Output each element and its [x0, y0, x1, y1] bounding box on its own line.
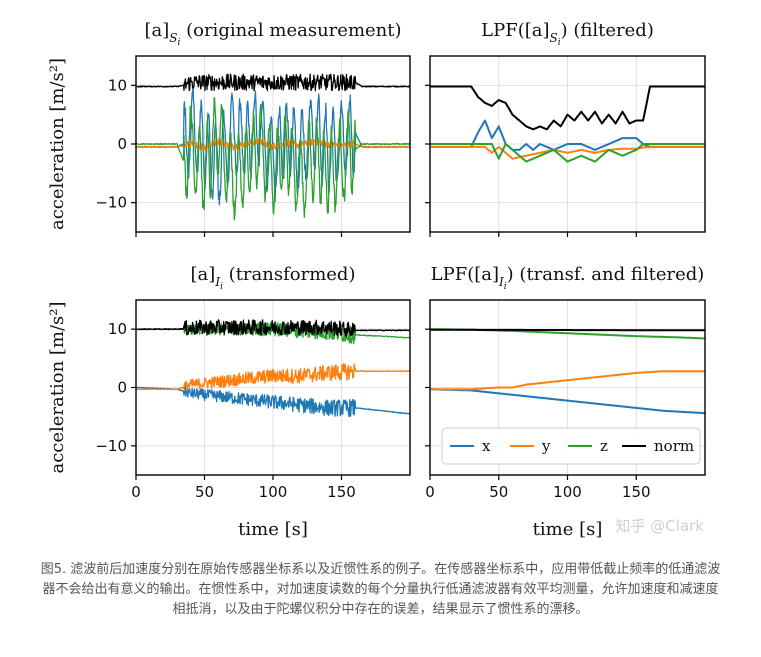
title-subscript: S [550, 31, 558, 45]
x-axis-label: time [s] [533, 519, 603, 540]
series-line-norm [136, 73, 410, 92]
x-axis-label: time [s] [238, 519, 308, 540]
title-main: LPF([a] [481, 20, 549, 41]
series-line-z [430, 143, 705, 163]
title-main: [a] [191, 264, 216, 285]
series-line-z [136, 97, 410, 221]
series-line-y [430, 145, 705, 160]
x-tick-label: 50 [489, 483, 508, 501]
series-line-y [136, 137, 410, 151]
y-axis-label: acceleration [m/s²] [47, 301, 68, 473]
x-tick-label: 0 [425, 483, 435, 501]
series-line-norm [136, 319, 410, 338]
title-rest: ) (filtered) [561, 20, 654, 41]
y-tick-label: 10 [108, 76, 127, 94]
y-tick-label: −10 [95, 194, 127, 212]
title-subsubscript: i [220, 282, 223, 292]
title-rest: (original measurement) [180, 20, 401, 41]
y-tick-label: −10 [95, 437, 127, 455]
x-tick-label: 100 [553, 483, 582, 501]
y-tick-label: 0 [117, 135, 127, 153]
title-subsubscript: i [504, 282, 507, 292]
series-line-x [430, 388, 705, 415]
series-line-norm [430, 328, 705, 332]
title-subscript: S [169, 31, 177, 45]
title-rest: (transformed) [223, 264, 356, 285]
series-line-x [136, 385, 410, 418]
y-tick-label: 10 [108, 320, 127, 338]
legend-label-y: y [541, 437, 551, 455]
panel-top-left: −10 0 10 [a]Si (original measurement) accele… [47, 20, 411, 237]
title-rest: ) (transf. and filtered) [507, 264, 705, 285]
series-group [430, 328, 705, 415]
title-subscript: I [498, 275, 504, 289]
series-group [430, 85, 705, 163]
panel-title: LPF([a]Ii) (transf. and filtered) [431, 264, 705, 292]
x-tick-label: 0 [131, 483, 141, 501]
title-subscript: I [214, 275, 220, 289]
series-line-y [430, 370, 705, 391]
title-subsubscript: i [558, 38, 561, 48]
series-group [136, 73, 410, 221]
title-main: LPF([a] [431, 264, 499, 285]
panel-bottom-right: 0 50 100 150 LPF([a]Ii) (transf. and filtere… [425, 264, 706, 540]
legend-label-z: z [600, 437, 608, 455]
figure-caption: 图5. 滤波前后加速度分别在原始传感器坐标系以及近惯性系的例子。在传感器坐标系中… [40, 562, 721, 617]
x-tick-label: 100 [259, 483, 288, 501]
y-tick-label: 0 [117, 379, 127, 397]
title-main: [a] [144, 20, 169, 41]
y-axis-label: acceleration [m/s²] [47, 58, 68, 230]
x-tick-label: 150 [622, 483, 651, 501]
series-line-y [136, 362, 410, 392]
panel-title: [a]Ii (transformed) [191, 264, 356, 292]
legend: x y z norm [441, 427, 701, 465]
watermark: 知乎 @Clark [616, 517, 705, 535]
series-group [136, 319, 410, 418]
series-line-norm [430, 85, 705, 131]
legend-label-x: x [482, 437, 491, 455]
legend-label-norm: norm [654, 437, 694, 455]
panel-title: LPF([a]Si) (filtered) [481, 20, 654, 48]
x-tick-label: 50 [195, 483, 214, 501]
title-subsubscript: i [177, 38, 180, 48]
panel-top-right: LPF([a]Si) (filtered) [425, 20, 706, 237]
panel-title: [a]Si (original measurement) [144, 20, 401, 48]
x-tick-label: 150 [327, 483, 356, 501]
